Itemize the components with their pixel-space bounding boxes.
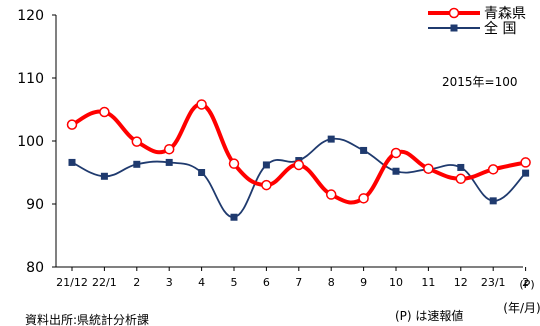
data-point-aomori bbox=[99, 106, 110, 118]
x-tick-label: 11 bbox=[421, 276, 435, 289]
y-tick-label: 90 bbox=[26, 197, 44, 213]
data-point-aomori bbox=[423, 163, 434, 174]
legend-marker-aomori bbox=[448, 7, 460, 19]
data-point-aomori bbox=[131, 136, 143, 147]
x-tick-label: 22/1 bbox=[92, 276, 117, 289]
data-point-national bbox=[360, 146, 368, 154]
data-point-aomori bbox=[163, 143, 175, 155]
legend-label-aomori: 青森県 bbox=[484, 6, 526, 22]
data-point-aomori bbox=[261, 179, 272, 191]
data-point-aomori bbox=[293, 159, 305, 171]
data-point-national bbox=[198, 169, 206, 176]
x-tick-label: 2 bbox=[522, 276, 529, 289]
x-tick-label: 12 bbox=[454, 276, 468, 289]
data-point-aomori bbox=[325, 189, 337, 200]
legend: 青森県 全 国 bbox=[428, 6, 526, 37]
data-point-national bbox=[133, 160, 141, 168]
x-tick-label: 7 bbox=[295, 276, 302, 289]
data-point-national bbox=[100, 172, 108, 180]
x-axis-ticks: 21/12 22/1 2 3 4 5 6 7 8 9 10 11 12 23/1 2 bbox=[56, 267, 529, 289]
data-point-aomori bbox=[196, 99, 207, 110]
data-point-national bbox=[68, 158, 76, 166]
x-tick-label: 23/1 bbox=[481, 276, 506, 289]
x-axis-unit: (年/月) bbox=[503, 301, 540, 315]
data-point-national bbox=[489, 197, 497, 205]
series-line-aomori bbox=[70, 102, 528, 205]
data-point-national bbox=[522, 169, 530, 177]
data-point-national bbox=[262, 161, 270, 169]
preliminary-note: (P) は速報値 bbox=[395, 308, 463, 323]
x-tick-label: 21/12 bbox=[56, 276, 88, 289]
x-tick-label: 6 bbox=[263, 276, 270, 289]
legend-marker-national bbox=[450, 24, 458, 32]
data-point-national bbox=[165, 158, 173, 166]
x-tick-label: 5 bbox=[231, 276, 238, 289]
x-tick-label: 9 bbox=[360, 276, 367, 289]
data-point-national bbox=[392, 167, 400, 175]
series-layer bbox=[66, 99, 531, 221]
y-tick-label: 110 bbox=[17, 71, 44, 87]
data-point-aomori bbox=[487, 164, 499, 175]
data-point-aomori bbox=[390, 147, 402, 159]
y-tick-label: 120 bbox=[17, 8, 44, 24]
base-year-note: 2015年=100 bbox=[442, 75, 518, 89]
x-tick-label: 4 bbox=[198, 276, 205, 289]
data-point-aomori bbox=[455, 173, 467, 185]
data-point-aomori bbox=[358, 193, 369, 204]
x-tick-label: 2 bbox=[133, 276, 140, 289]
x-axis-suffix: (P) bbox=[519, 278, 534, 291]
x-tick-label: 3 bbox=[166, 276, 173, 289]
data-point-aomori bbox=[228, 158, 240, 169]
x-tick-label: 10 bbox=[389, 276, 403, 289]
x-tick-label: 8 bbox=[328, 276, 335, 289]
y-axis-ticks: 80 90 100 110 120 bbox=[17, 8, 56, 276]
y-tick-label: 100 bbox=[17, 134, 44, 150]
data-point-national bbox=[457, 163, 465, 171]
data-point-aomori bbox=[66, 119, 78, 130]
legend-label-national: 全 国 bbox=[484, 20, 516, 37]
y-tick-label: 80 bbox=[26, 260, 44, 276]
data-point-national bbox=[230, 213, 238, 221]
data-point-aomori bbox=[520, 157, 531, 168]
source-note: 資料出所:県統計分析課 bbox=[25, 312, 149, 326]
data-point-national bbox=[327, 135, 335, 143]
